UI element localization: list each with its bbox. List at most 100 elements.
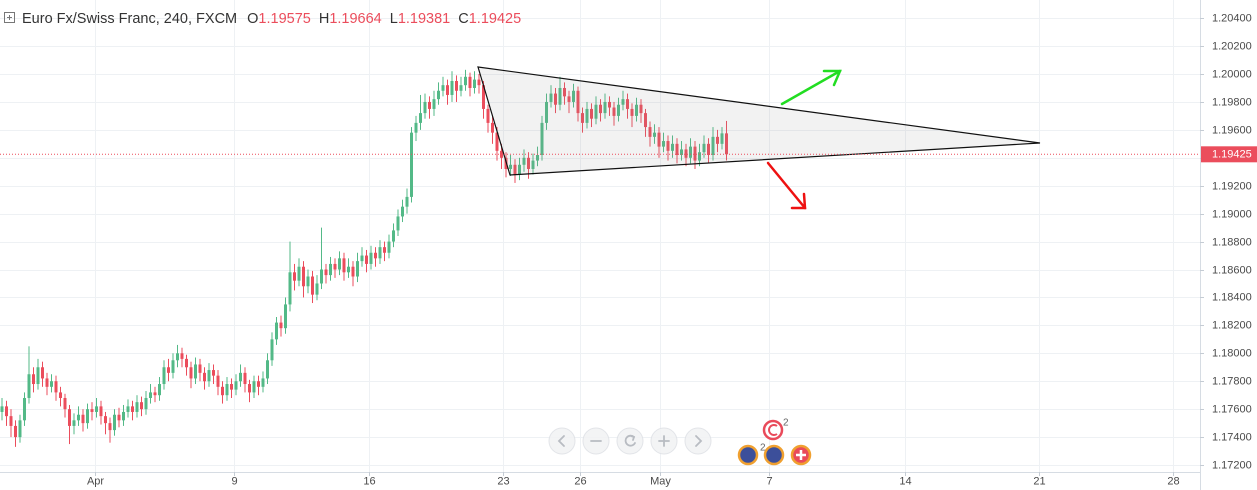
candle-body bbox=[607, 101, 611, 108]
y-tick-label: 1.18200 bbox=[1212, 319, 1252, 331]
candle-body bbox=[351, 266, 355, 277]
event-icon[interactable] bbox=[763, 444, 785, 466]
candle-body bbox=[220, 386, 224, 396]
ohlc-value: 1.19425 bbox=[469, 11, 521, 27]
candle-body bbox=[157, 384, 161, 396]
up-arrow bbox=[780, 69, 842, 106]
candle-body bbox=[130, 406, 134, 412]
x-tick-label: May bbox=[650, 475, 671, 487]
candle-body bbox=[630, 108, 634, 116]
y-tick-label: 1.19200 bbox=[1212, 180, 1252, 192]
candle-body bbox=[216, 375, 220, 387]
candle-body bbox=[324, 269, 328, 276]
candle-body bbox=[364, 255, 368, 264]
candle-body bbox=[117, 414, 121, 421]
candle-body bbox=[535, 155, 539, 161]
candle-body bbox=[265, 360, 269, 379]
candle-body bbox=[193, 364, 197, 379]
y-tick-label: 1.20000 bbox=[1212, 68, 1252, 80]
candle-body bbox=[139, 402, 143, 410]
candle-body bbox=[355, 261, 359, 277]
candle-body bbox=[522, 157, 526, 165]
candle-body bbox=[589, 108, 593, 119]
candle-body bbox=[634, 104, 638, 116]
y-tick-label: 1.17600 bbox=[1212, 403, 1252, 415]
candle-body bbox=[490, 122, 494, 133]
candle-body bbox=[558, 87, 562, 105]
candle-body bbox=[18, 420, 22, 438]
candle-body bbox=[261, 378, 265, 387]
candle-body bbox=[274, 322, 278, 340]
candle-body bbox=[103, 416, 107, 424]
candle-body bbox=[27, 374, 31, 398]
candle-body bbox=[621, 99, 625, 105]
candle-body bbox=[184, 358, 188, 368]
candle-body bbox=[202, 372, 206, 382]
y-tick-label: 1.20400 bbox=[1212, 12, 1252, 24]
candle-body bbox=[148, 392, 152, 398]
collapse-icon[interactable] bbox=[4, 12, 15, 23]
y-tick-label: 1.19800 bbox=[1212, 96, 1252, 108]
candle-body bbox=[67, 409, 71, 426]
last-price-box bbox=[1201, 146, 1257, 163]
x-tick-label: 14 bbox=[899, 475, 911, 487]
candle-body bbox=[108, 423, 112, 431]
candle-body bbox=[495, 132, 499, 151]
candle-body bbox=[675, 143, 679, 156]
candle-body bbox=[49, 381, 53, 387]
candle-body bbox=[513, 164, 517, 175]
candle-body bbox=[540, 122, 544, 156]
event-icon[interactable] bbox=[737, 444, 759, 466]
candle-body bbox=[400, 206, 404, 217]
candle-body bbox=[414, 122, 418, 133]
candle-body bbox=[423, 101, 427, 114]
y-tick-label: 1.18600 bbox=[1212, 264, 1252, 276]
candle-body bbox=[702, 143, 706, 153]
candle-body bbox=[180, 353, 184, 359]
y-tick-label: 1.17400 bbox=[1212, 431, 1252, 443]
candle-body bbox=[481, 85, 485, 109]
candle-body bbox=[337, 258, 341, 270]
scroll-right-button[interactable] bbox=[684, 427, 712, 455]
candle-body bbox=[166, 367, 170, 373]
candle-body bbox=[4, 406, 8, 417]
candle-body bbox=[711, 136, 715, 156]
y-tick-label: 1.17200 bbox=[1212, 459, 1252, 471]
reset-button[interactable] bbox=[616, 427, 644, 455]
candle-body bbox=[661, 141, 665, 147]
candle-body bbox=[319, 269, 323, 284]
candle-body bbox=[643, 113, 647, 128]
candle-body bbox=[85, 409, 89, 424]
candle-body bbox=[724, 133, 728, 155]
candle-body bbox=[135, 402, 139, 412]
candle-body bbox=[121, 411, 125, 421]
candle-body bbox=[441, 85, 445, 91]
triangle-drawing[interactable] bbox=[477, 66, 1041, 176]
candle-body bbox=[432, 99, 436, 109]
ohlc-value: 1.19381 bbox=[398, 11, 450, 27]
candle-body bbox=[270, 339, 274, 361]
x-tick-label: 7 bbox=[766, 475, 772, 487]
candle-body bbox=[477, 79, 481, 86]
candle-body bbox=[288, 272, 292, 305]
scroll-left-button[interactable] bbox=[548, 427, 576, 455]
candle-body bbox=[639, 104, 643, 114]
event-icon[interactable] bbox=[762, 419, 784, 441]
candle-body bbox=[594, 104, 598, 119]
candle-body bbox=[450, 80, 454, 95]
candle-body bbox=[342, 258, 346, 273]
candle-body bbox=[427, 101, 431, 109]
nav-icons bbox=[557, 434, 703, 447]
candle-body bbox=[472, 79, 476, 88]
candle-body bbox=[486, 108, 490, 123]
y-tick-label: 1.17800 bbox=[1212, 375, 1252, 387]
candle-body bbox=[576, 90, 580, 114]
last-price-label: 1.19425 bbox=[1212, 149, 1252, 161]
event-glyph bbox=[796, 450, 806, 460]
candle-body bbox=[211, 370, 215, 376]
candle-body bbox=[171, 360, 175, 373]
x-tick-label: 21 bbox=[1033, 475, 1045, 487]
candle-body bbox=[715, 136, 719, 144]
candle-body bbox=[234, 381, 238, 390]
candle-body bbox=[459, 85, 463, 91]
